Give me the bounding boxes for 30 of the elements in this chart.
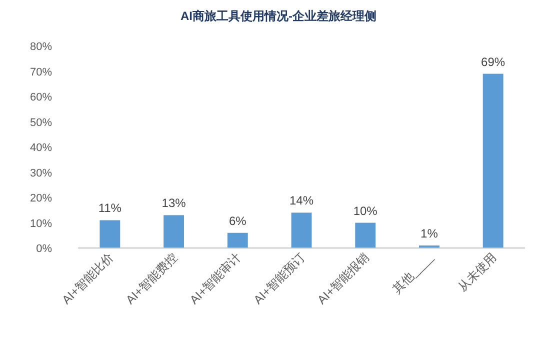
data-label: 69%	[481, 54, 506, 69]
bar	[100, 220, 120, 248]
data-label: 11%	[98, 201, 122, 216]
bar	[482, 74, 504, 248]
y-tick-label: 80%	[30, 41, 52, 53]
data-label: 6%	[228, 214, 247, 228]
chart-title: AI商旅工具使用情况-企业差旅经理侧	[180, 9, 376, 23]
y-tick-label: 0%	[36, 243, 52, 255]
bar	[164, 215, 184, 248]
data-label: 10%	[353, 204, 378, 218]
y-tick-label: 50%	[30, 116, 52, 129]
bar	[227, 232, 248, 248]
data-label: 1%	[420, 226, 438, 240]
x-tick-label: AI+智能审计	[186, 250, 244, 308]
x-tick-label: AI+智能比价	[59, 250, 116, 308]
data-label: 14%	[289, 194, 314, 208]
x-tick-label: AI+智能报销	[314, 250, 372, 308]
y-tick-label: 70%	[30, 66, 52, 78]
bar	[291, 212, 312, 248]
x-tick-label: AI+智能预订	[250, 250, 308, 308]
x-tick-label: 其他____	[390, 250, 436, 296]
bar	[355, 222, 376, 248]
y-tick-label: 10%	[30, 218, 52, 230]
y-tick-label: 30%	[30, 167, 52, 180]
x-tick-label: AI+智能费控	[123, 250, 180, 308]
y-tick-label: 20%	[30, 192, 52, 204]
data-label: 13%	[162, 196, 186, 210]
y-tick-label: 40%	[30, 142, 52, 154]
x-tick-label: 从未使用	[455, 250, 500, 294]
y-tick-label: 60%	[30, 92, 52, 104]
